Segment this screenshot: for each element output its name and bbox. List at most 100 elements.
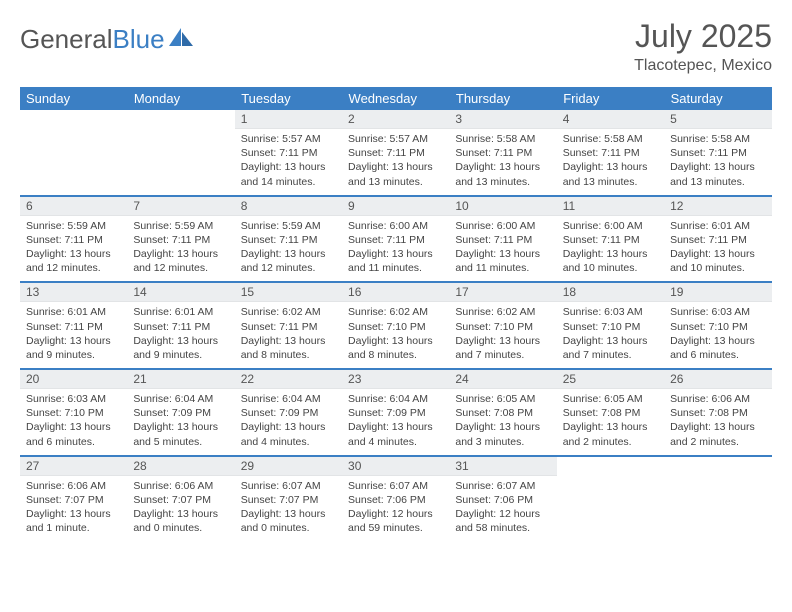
sunrise-text: Sunrise: 5:58 AM — [455, 132, 550, 146]
sunrise-text: Sunrise: 5:59 AM — [133, 219, 228, 233]
day-number: 21 — [127, 370, 234, 389]
day-cell: 29Sunrise: 6:07 AMSunset: 7:07 PMDayligh… — [235, 457, 342, 542]
day-info: Sunrise: 6:04 AMSunset: 7:09 PMDaylight:… — [342, 389, 449, 455]
page-title: July 2025 — [634, 18, 772, 55]
week-row: 27Sunrise: 6:06 AMSunset: 7:07 PMDayligh… — [20, 457, 772, 542]
day-number: 31 — [449, 457, 556, 476]
day-info: Sunrise: 6:02 AMSunset: 7:10 PMDaylight:… — [342, 302, 449, 368]
sunrise-text: Sunrise: 6:00 AM — [455, 219, 550, 233]
sunset-text: Sunset: 7:11 PM — [26, 233, 121, 247]
day-number: 19 — [664, 283, 771, 302]
day-cell: 7Sunrise: 5:59 AMSunset: 7:11 PMDaylight… — [127, 197, 234, 282]
day-number: 28 — [127, 457, 234, 476]
day-cell — [127, 110, 234, 195]
sunset-text: Sunset: 7:10 PM — [670, 320, 765, 334]
sunset-text: Sunset: 7:11 PM — [241, 233, 336, 247]
day-cell: 9Sunrise: 6:00 AMSunset: 7:11 PMDaylight… — [342, 197, 449, 282]
day-cell: 26Sunrise: 6:06 AMSunset: 7:08 PMDayligh… — [664, 370, 771, 455]
day-cell: 18Sunrise: 6:03 AMSunset: 7:10 PMDayligh… — [557, 283, 664, 368]
day-cell: 30Sunrise: 6:07 AMSunset: 7:06 PMDayligh… — [342, 457, 449, 542]
sunrise-text: Sunrise: 6:00 AM — [348, 219, 443, 233]
day-number: 23 — [342, 370, 449, 389]
sunset-text: Sunset: 7:08 PM — [455, 406, 550, 420]
sunrise-text: Sunrise: 6:03 AM — [670, 305, 765, 319]
day-cell: 5Sunrise: 5:58 AMSunset: 7:11 PMDaylight… — [664, 110, 771, 195]
day-cell: 19Sunrise: 6:03 AMSunset: 7:10 PMDayligh… — [664, 283, 771, 368]
day-info: Sunrise: 5:57 AMSunset: 7:11 PMDaylight:… — [342, 129, 449, 195]
day-cell — [20, 110, 127, 195]
sunrise-text: Sunrise: 6:00 AM — [563, 219, 658, 233]
sunrise-text: Sunrise: 6:06 AM — [670, 392, 765, 406]
day-info: Sunrise: 5:59 AMSunset: 7:11 PMDaylight:… — [127, 216, 234, 282]
daylight-text: Daylight: 13 hours and 10 minutes. — [670, 247, 765, 275]
day-cell: 4Sunrise: 5:58 AMSunset: 7:11 PMDaylight… — [557, 110, 664, 195]
sunrise-text: Sunrise: 6:01 AM — [133, 305, 228, 319]
day-cell: 24Sunrise: 6:05 AMSunset: 7:08 PMDayligh… — [449, 370, 556, 455]
day-header: Wednesday — [342, 87, 449, 110]
daylight-text: Daylight: 13 hours and 11 minutes. — [455, 247, 550, 275]
day-header: Sunday — [20, 87, 127, 110]
day-cell: 16Sunrise: 6:02 AMSunset: 7:10 PMDayligh… — [342, 283, 449, 368]
sunset-text: Sunset: 7:11 PM — [133, 320, 228, 334]
sunrise-text: Sunrise: 6:03 AM — [563, 305, 658, 319]
day-cell: 11Sunrise: 6:00 AMSunset: 7:11 PMDayligh… — [557, 197, 664, 282]
sunset-text: Sunset: 7:11 PM — [348, 146, 443, 160]
sunrise-text: Sunrise: 5:58 AM — [670, 132, 765, 146]
day-cell: 17Sunrise: 6:02 AMSunset: 7:10 PMDayligh… — [449, 283, 556, 368]
sunset-text: Sunset: 7:09 PM — [241, 406, 336, 420]
sunset-text: Sunset: 7:11 PM — [670, 146, 765, 160]
sunset-text: Sunset: 7:09 PM — [348, 406, 443, 420]
day-info: Sunrise: 6:06 AMSunset: 7:07 PMDaylight:… — [20, 476, 127, 542]
sunrise-text: Sunrise: 5:59 AM — [241, 219, 336, 233]
day-number: 3 — [449, 110, 556, 129]
day-number: 18 — [557, 283, 664, 302]
daylight-text: Daylight: 13 hours and 3 minutes. — [455, 420, 550, 448]
day-info: Sunrise: 6:03 AMSunset: 7:10 PMDaylight:… — [664, 302, 771, 368]
day-info: Sunrise: 5:58 AMSunset: 7:11 PMDaylight:… — [557, 129, 664, 195]
day-info: Sunrise: 6:04 AMSunset: 7:09 PMDaylight:… — [127, 389, 234, 455]
sunrise-text: Sunrise: 6:07 AM — [348, 479, 443, 493]
sunrise-text: Sunrise: 5:57 AM — [241, 132, 336, 146]
day-header: Friday — [557, 87, 664, 110]
sunset-text: Sunset: 7:11 PM — [241, 146, 336, 160]
sunset-text: Sunset: 7:11 PM — [241, 320, 336, 334]
sunset-text: Sunset: 7:09 PM — [133, 406, 228, 420]
sunset-text: Sunset: 7:11 PM — [563, 146, 658, 160]
day-cell: 14Sunrise: 6:01 AMSunset: 7:11 PMDayligh… — [127, 283, 234, 368]
sunset-text: Sunset: 7:11 PM — [670, 233, 765, 247]
daylight-text: Daylight: 13 hours and 4 minutes. — [348, 420, 443, 448]
day-number: 29 — [235, 457, 342, 476]
day-number: 13 — [20, 283, 127, 302]
day-info: Sunrise: 5:59 AMSunset: 7:11 PMDaylight:… — [235, 216, 342, 282]
daylight-text: Daylight: 13 hours and 1 minute. — [26, 507, 121, 535]
day-info: Sunrise: 6:05 AMSunset: 7:08 PMDaylight:… — [449, 389, 556, 455]
day-info: Sunrise: 5:58 AMSunset: 7:11 PMDaylight:… — [664, 129, 771, 195]
day-cell: 28Sunrise: 6:06 AMSunset: 7:07 PMDayligh… — [127, 457, 234, 542]
sunset-text: Sunset: 7:10 PM — [26, 406, 121, 420]
sunset-text: Sunset: 7:11 PM — [26, 320, 121, 334]
daylight-text: Daylight: 13 hours and 12 minutes. — [241, 247, 336, 275]
daylight-text: Daylight: 13 hours and 6 minutes. — [670, 334, 765, 362]
day-cell: 21Sunrise: 6:04 AMSunset: 7:09 PMDayligh… — [127, 370, 234, 455]
sunset-text: Sunset: 7:08 PM — [563, 406, 658, 420]
day-info: Sunrise: 6:00 AMSunset: 7:11 PMDaylight:… — [557, 216, 664, 282]
sunrise-text: Sunrise: 6:02 AM — [241, 305, 336, 319]
daylight-text: Daylight: 13 hours and 4 minutes. — [241, 420, 336, 448]
daylight-text: Daylight: 12 hours and 58 minutes. — [455, 507, 550, 535]
day-number: 20 — [20, 370, 127, 389]
day-number: 2 — [342, 110, 449, 129]
page-subtitle: Tlacotepec, Mexico — [634, 57, 772, 75]
daylight-text: Daylight: 13 hours and 9 minutes. — [133, 334, 228, 362]
day-info: Sunrise: 6:04 AMSunset: 7:09 PMDaylight:… — [235, 389, 342, 455]
day-info: Sunrise: 5:59 AMSunset: 7:11 PMDaylight:… — [20, 216, 127, 282]
day-cell: 3Sunrise: 5:58 AMSunset: 7:11 PMDaylight… — [449, 110, 556, 195]
day-info: Sunrise: 6:07 AMSunset: 7:07 PMDaylight:… — [235, 476, 342, 542]
week-row: 1Sunrise: 5:57 AMSunset: 7:11 PMDaylight… — [20, 110, 772, 195]
day-number: 27 — [20, 457, 127, 476]
header: GeneralBlue July 2025 Tlacotepec, Mexico — [20, 18, 772, 75]
sunrise-text: Sunrise: 5:57 AM — [348, 132, 443, 146]
sunrise-text: Sunrise: 6:05 AM — [455, 392, 550, 406]
daylight-text: Daylight: 13 hours and 9 minutes. — [26, 334, 121, 362]
sunrise-text: Sunrise: 6:01 AM — [670, 219, 765, 233]
day-cell: 25Sunrise: 6:05 AMSunset: 7:08 PMDayligh… — [557, 370, 664, 455]
